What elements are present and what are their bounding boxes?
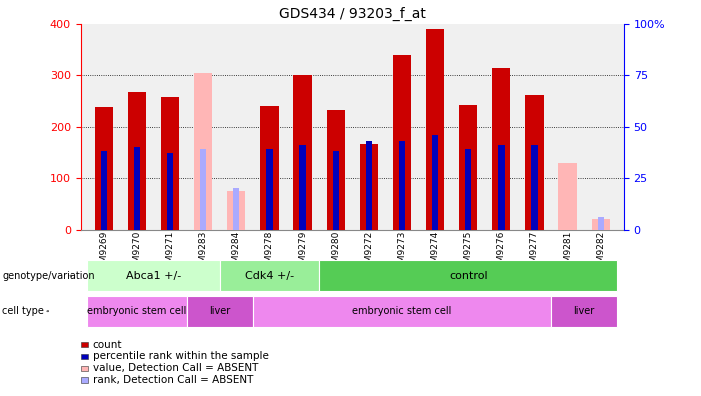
Bar — [465, 149, 471, 230]
Bar — [531, 145, 538, 230]
Bar — [101, 151, 107, 230]
Bar — [327, 110, 345, 230]
Bar — [200, 149, 206, 230]
Bar — [294, 75, 312, 230]
Bar — [559, 163, 577, 230]
Bar — [332, 151, 339, 230]
Bar — [299, 145, 306, 230]
Bar — [194, 73, 212, 230]
Text: Cdk4 +/-: Cdk4 +/- — [245, 270, 294, 281]
Bar — [498, 145, 505, 230]
Bar — [399, 141, 405, 230]
Text: genotype/variation: genotype/variation — [2, 270, 95, 281]
Bar — [95, 107, 113, 230]
Text: control: control — [449, 270, 487, 281]
Bar — [459, 105, 477, 230]
Text: liver: liver — [573, 306, 594, 316]
Bar — [128, 92, 146, 230]
Text: percentile rank within the sample: percentile rank within the sample — [93, 351, 268, 362]
Text: rank, Detection Call = ABSENT: rank, Detection Call = ABSENT — [93, 375, 253, 385]
Bar — [393, 55, 411, 230]
Bar — [592, 219, 610, 230]
Bar — [366, 141, 372, 230]
Bar — [167, 154, 173, 230]
Text: embryonic stem cell: embryonic stem cell — [353, 306, 451, 316]
Bar — [426, 29, 444, 230]
Bar — [227, 191, 245, 230]
Text: liver: liver — [209, 306, 231, 316]
Bar — [134, 147, 140, 230]
Bar — [597, 217, 604, 230]
Bar — [260, 106, 278, 230]
Bar — [492, 67, 510, 230]
Bar — [161, 97, 179, 230]
Title: GDS434 / 93203_f_at: GDS434 / 93203_f_at — [279, 7, 426, 21]
Text: cell type: cell type — [2, 306, 44, 316]
Bar — [266, 149, 273, 230]
Bar — [360, 144, 378, 230]
Bar — [233, 188, 240, 230]
Bar — [525, 95, 543, 230]
Text: count: count — [93, 339, 122, 350]
Text: Abca1 +/-: Abca1 +/- — [126, 270, 181, 281]
Text: embryonic stem cell: embryonic stem cell — [87, 306, 186, 316]
Text: value, Detection Call = ABSENT: value, Detection Call = ABSENT — [93, 363, 258, 373]
Bar — [432, 135, 438, 230]
